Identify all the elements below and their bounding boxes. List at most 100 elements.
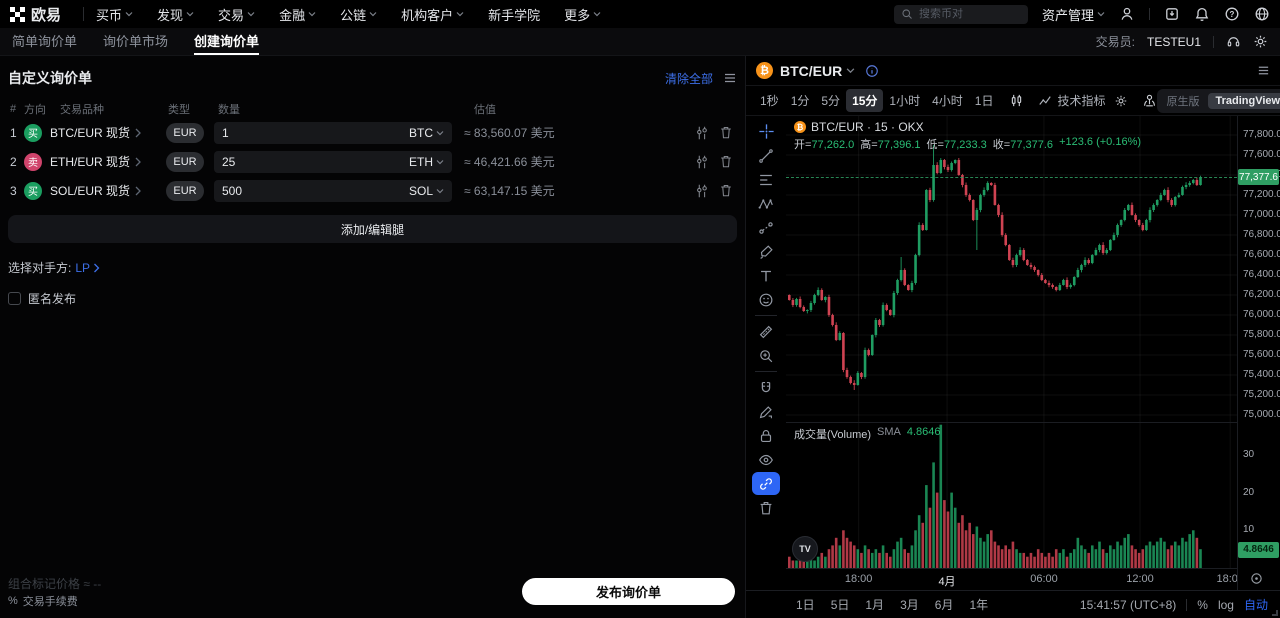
native-version-option[interactable]: 原生版 <box>1166 95 1200 108</box>
notifications-bell-icon[interactable] <box>1194 6 1210 22</box>
panel-menu-icon[interactable] <box>723 71 737 85</box>
amount-input[interactable] <box>222 154 409 169</box>
okx-logo[interactable]: 欧易 <box>10 4 61 25</box>
price-pane[interactable] <box>786 116 1237 422</box>
candle-style-icon[interactable] <box>1009 93 1024 108</box>
tab-simple-rfq[interactable]: 简单询价单 <box>12 34 78 49</box>
amount-input[interactable] <box>222 183 409 198</box>
download-app-icon[interactable] <box>1164 6 1180 22</box>
hide-drawings-icon[interactable] <box>752 448 780 471</box>
currency-pill[interactable]: EUR <box>166 180 204 201</box>
tradingview-option[interactable]: TradingView <box>1207 92 1280 109</box>
lock-drawings-icon[interactable] <box>752 424 780 447</box>
instrument-selector[interactable]: SOL/EUR 现货 <box>50 182 150 199</box>
delete-leg-icon[interactable] <box>719 154 733 170</box>
tf-1d[interactable]: 1日 <box>974 94 994 108</box>
log-scale-toggle[interactable]: log <box>1217 597 1234 612</box>
nav-menu-more[interactable]: 更多 <box>564 5 601 24</box>
auto-scale-toggle[interactable]: 自动 <box>1243 598 1268 612</box>
view-chart-icon[interactable] <box>694 183 709 199</box>
volume-pane[interactable] <box>786 422 1237 568</box>
tf-1m[interactable]: 1分 <box>790 94 810 108</box>
indicators-button[interactable]: 技术指标 <box>1038 92 1106 109</box>
range-5d[interactable]: 5日 <box>830 598 850 612</box>
settings-gear-icon[interactable] <box>1253 34 1268 49</box>
tf-4h[interactable]: 4小时 <box>932 94 963 108</box>
price-scale-icon[interactable] <box>1142 93 1157 108</box>
scroll-to-realtime-icon[interactable] <box>1250 572 1263 585</box>
tab-rfq-board[interactable]: 询价单市场 <box>103 34 169 49</box>
delete-leg-icon[interactable] <box>719 183 733 199</box>
search-box[interactable] <box>893 4 1028 24</box>
assets-menu[interactable]: 资产管理 <box>1042 5 1105 24</box>
nav-menu-chain[interactable]: 公链 <box>340 5 377 24</box>
emoji-tool-icon[interactable] <box>752 288 780 311</box>
nav-menu-discover[interactable]: 发现 <box>157 5 194 24</box>
nav-menu-trade[interactable]: 交易 <box>218 5 255 24</box>
resize-corner[interactable] <box>1272 610 1278 616</box>
instrument-selector[interactable]: ETH/EUR 现货 <box>50 153 150 170</box>
info-icon[interactable] <box>865 64 879 78</box>
counterparty-link[interactable]: LP <box>75 261 101 275</box>
candlestick-chart[interactable]: ₿ BTC/EUR · 15 · OKX 开=77,262.0 高=77,396… <box>786 116 1237 568</box>
indicator-settings-gear-icon[interactable] <box>1114 94 1128 108</box>
add-edit-legs-button[interactable]: 添加/编辑腿 <box>8 215 737 243</box>
tf-1h[interactable]: 1小时 <box>889 94 921 108</box>
support-headset-icon[interactable] <box>1226 34 1241 49</box>
publish-rfq-button[interactable]: 发布询价单 <box>522 578 735 605</box>
tf-1s[interactable]: 1秒 <box>760 94 779 108</box>
symbol-title[interactable]: BTC/EUR <box>780 62 843 79</box>
unit-select[interactable]: BTC <box>409 126 444 140</box>
profile-icon[interactable] <box>1119 6 1135 22</box>
measure-ruler-icon[interactable] <box>752 320 780 343</box>
nav-menu-buy-crypto[interactable]: 买币 <box>96 5 133 24</box>
magnet-tool-icon[interactable] <box>752 376 780 399</box>
crosshair-tool-icon[interactable] <box>752 120 780 143</box>
view-chart-icon[interactable] <box>694 125 709 141</box>
range-1y[interactable]: 1年 <box>969 598 989 612</box>
tf-15m[interactable]: 15分 <box>846 89 884 112</box>
view-chart-icon[interactable] <box>694 154 709 170</box>
range-6mo[interactable]: 6月 <box>934 598 954 612</box>
trader-label: 交易员: <box>1095 35 1135 49</box>
pane-divider[interactable] <box>786 422 1237 423</box>
tf-5m[interactable]: 5分 <box>821 94 841 108</box>
col-amount: 数量 <box>218 104 240 116</box>
percent-scale-toggle[interactable]: % <box>1197 597 1208 612</box>
nav-menu-institutional[interactable]: 机构客户 <box>401 5 464 24</box>
collapse-panel-icon[interactable] <box>1257 64 1270 77</box>
currency-pill[interactable]: EUR <box>166 122 204 143</box>
delete-leg-icon[interactable] <box>719 125 733 141</box>
currency-pill[interactable]: EUR <box>166 151 204 172</box>
nav-menu-finance[interactable]: 金融 <box>279 5 316 24</box>
forecast-tool-icon[interactable] <box>752 216 780 239</box>
time-tick: 06:00 <box>1030 573 1058 585</box>
xabcd-pattern-tool-icon[interactable] <box>752 192 780 215</box>
tradingview-logo[interactable]: TV <box>792 536 818 562</box>
unit-select[interactable]: SOL <box>409 184 444 198</box>
sync-drawings-icon[interactable] <box>752 472 780 495</box>
language-globe-icon[interactable] <box>1254 6 1270 22</box>
amount-input[interactable] <box>222 125 409 140</box>
side-badge-buy: 买 <box>24 181 42 200</box>
unit-select[interactable]: ETH <box>409 155 444 169</box>
time-axis[interactable]: 18:00 4月 06:00 12:00 18:00 <box>786 568 1237 590</box>
price-axis[interactable]: 77,800.077,600.077,400.077,200.077,000.0… <box>1237 116 1280 590</box>
tab-create-rfq[interactable]: 创建询价单 <box>194 28 260 55</box>
search-input[interactable] <box>918 8 1021 20</box>
anonymous-checkbox[interactable] <box>8 292 21 305</box>
range-1mo[interactable]: 1月 <box>865 598 885 612</box>
remove-drawings-trash-icon[interactable] <box>752 496 780 519</box>
zoom-in-icon[interactable] <box>752 344 780 367</box>
instrument-selector[interactable]: BTC/EUR 现货 <box>50 124 150 141</box>
range-3mo[interactable]: 3月 <box>900 598 919 612</box>
clear-all-link[interactable]: 清除全部 <box>664 71 713 86</box>
brush-tool-icon[interactable] <box>752 240 780 263</box>
drawing-mode-icon[interactable] <box>752 400 780 423</box>
nav-menu-academy[interactable]: 新手学院 <box>488 7 541 23</box>
trendline-tool-icon[interactable] <box>752 144 780 167</box>
text-tool-icon[interactable] <box>752 264 780 287</box>
help-icon[interactable]: ? <box>1224 6 1240 22</box>
range-1d[interactable]: 1日 <box>796 598 815 612</box>
fib-retracement-tool-icon[interactable] <box>752 168 780 191</box>
